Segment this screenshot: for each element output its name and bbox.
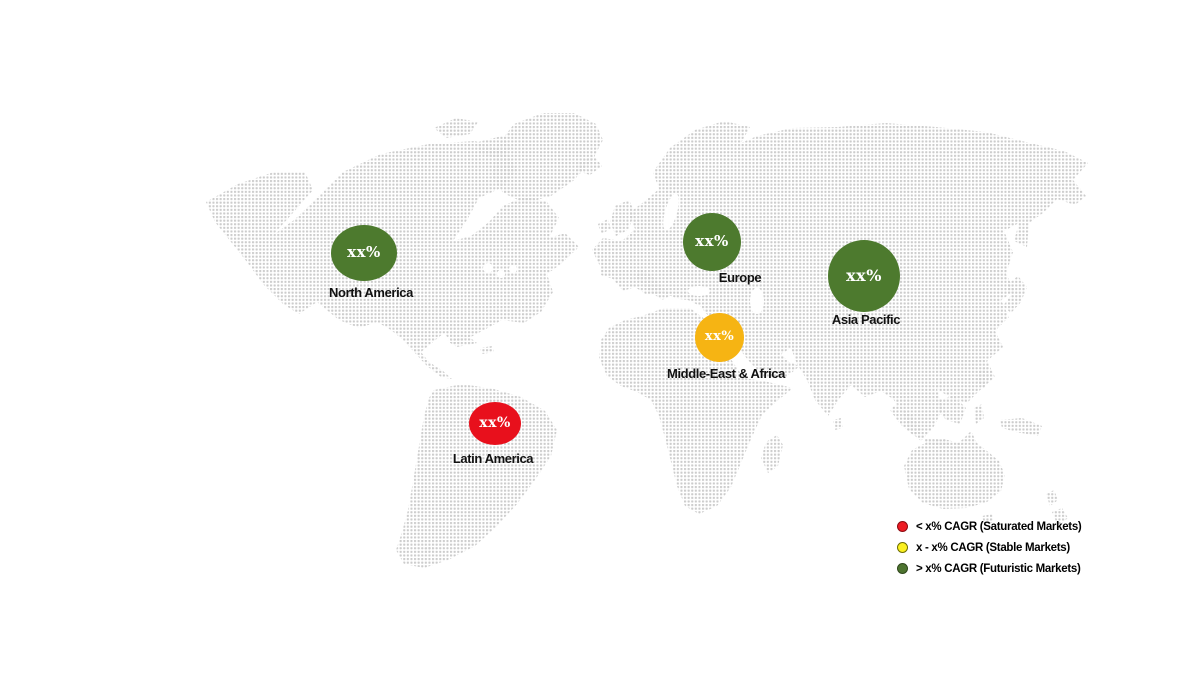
legend-item-futuristic: > x% CAGR (Futuristic Markets) <box>897 562 1081 575</box>
legend-dot-saturated-icon <box>897 521 908 532</box>
region-value-middle-east-africa: xx% <box>704 329 735 344</box>
inland-seas <box>483 193 764 314</box>
legend-label-stable: x - x% CAGR (Stable Markets) <box>916 541 1070 554</box>
region-label-latin-america: Latin America <box>452 451 534 466</box>
region-bubble-north-america: xx% <box>331 225 397 281</box>
european-islands <box>598 200 670 300</box>
iceland <box>578 156 602 175</box>
region-bubble-middle-east-africa: xx% <box>695 313 744 362</box>
legend-dot-futuristic-icon <box>897 563 908 574</box>
region-bubble-latin-america: xx% <box>469 402 521 445</box>
new-zealand-south <box>1052 508 1068 526</box>
region-value-latin-america: xx% <box>479 414 511 431</box>
region-label-asia-pacific: Asia Pacific <box>831 312 901 327</box>
legend-dot-stable-icon <box>897 542 908 553</box>
new-guinea <box>1000 418 1042 436</box>
region-label-middle-east-africa: Middle-East & Africa <box>667 366 785 381</box>
region-value-north-america: xx% <box>347 243 381 261</box>
tasmania <box>982 514 994 524</box>
sumatra <box>890 404 922 436</box>
madagascar <box>761 435 783 473</box>
legend-label-futuristic: > x% CAGR (Futuristic Markets) <box>916 562 1081 575</box>
legend-item-saturated: < x% CAGR (Saturated Markets) <box>897 520 1082 533</box>
region-label-europe: Europe <box>718 270 762 285</box>
borneo <box>938 396 966 424</box>
philippines <box>977 366 990 388</box>
japan <box>1003 276 1027 313</box>
region-bubble-asia-pacific: xx% <box>828 240 900 312</box>
italy <box>636 268 670 300</box>
sulawesi <box>974 404 984 424</box>
region-value-europe: xx% <box>695 232 729 250</box>
continent-africa <box>599 308 793 514</box>
sri-lanka <box>833 418 843 430</box>
region-value-asia-pacific: xx% <box>846 265 882 285</box>
continent-australia <box>904 431 1068 526</box>
region-bubble-europe: xx% <box>683 213 741 271</box>
region-label-north-america: North America <box>329 285 413 300</box>
legend: < x% CAGR (Saturated Markets) x - x% CAG… <box>897 520 1082 575</box>
caribbean-islands <box>447 336 494 354</box>
legend-label-saturated: < x% CAGR (Saturated Markets) <box>916 520 1082 533</box>
ireland <box>598 219 611 234</box>
legend-item-stable: x - x% CAGR (Stable Markets) <box>897 541 1081 554</box>
greenland-and-arctic-islands <box>434 113 603 203</box>
united-kingdom <box>610 200 635 236</box>
new-zealand-north <box>1046 490 1058 506</box>
